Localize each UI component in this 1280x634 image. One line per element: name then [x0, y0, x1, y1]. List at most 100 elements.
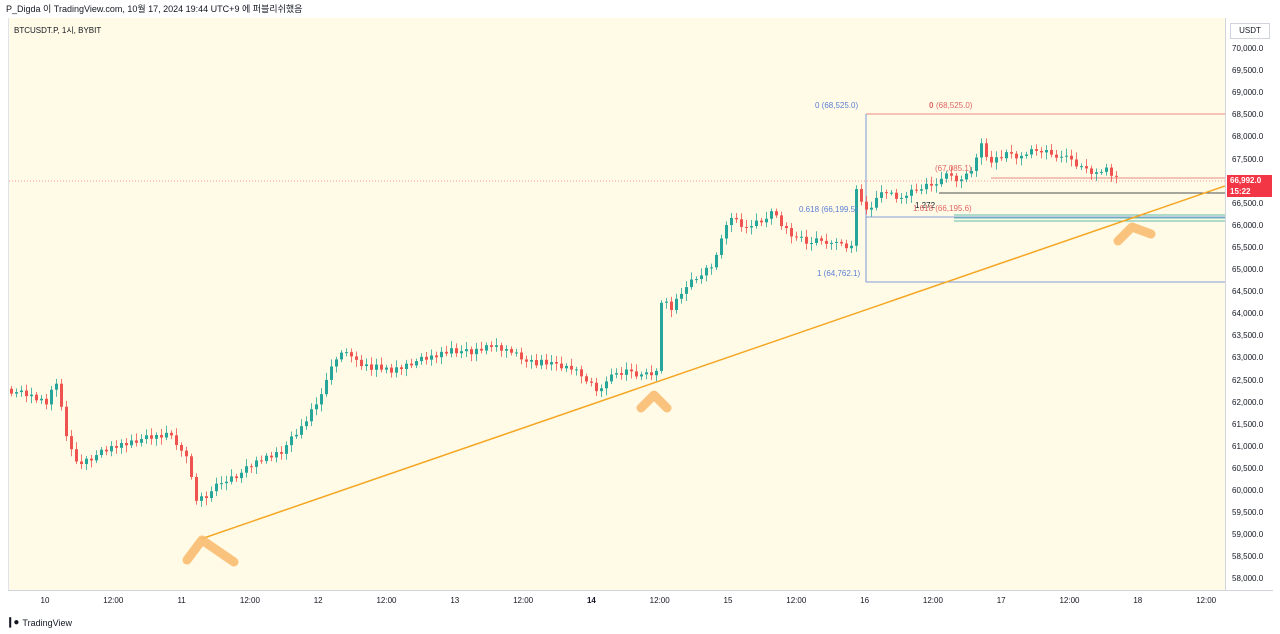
candle-body	[65, 406, 68, 437]
candle-body	[655, 370, 658, 376]
symbol-label[interactable]: BTCUSDT.P, 1시, BYBIT	[14, 26, 102, 35]
candle-body	[430, 355, 433, 360]
candle-body	[1015, 153, 1018, 159]
candle-body	[255, 460, 258, 467]
price-tick: 60,000.0	[1232, 486, 1264, 495]
candle-body	[310, 409, 313, 422]
candle-body	[355, 356, 358, 360]
candle-body	[535, 359, 538, 366]
candle-body	[785, 226, 788, 229]
candle-body	[590, 381, 593, 383]
candle-body	[75, 449, 78, 462]
candle-body	[1085, 166, 1088, 169]
candle-body	[755, 220, 758, 227]
candle-body	[1065, 155, 1068, 157]
price-tick: 62,500.0	[1232, 375, 1264, 385]
candle-body	[145, 435, 148, 440]
candle-body	[635, 371, 638, 377]
candle-body	[1100, 171, 1103, 173]
candle-body	[705, 267, 708, 276]
candle-body	[1055, 154, 1058, 158]
candle-body	[60, 383, 63, 407]
candle-body	[245, 466, 248, 473]
candle-body	[140, 439, 143, 443]
currency-button[interactable]: USDT	[1230, 23, 1270, 39]
candle-body	[135, 440, 138, 443]
candle-body	[585, 376, 588, 382]
candle-body	[900, 197, 903, 199]
candle-body	[415, 361, 418, 366]
candle-body	[35, 394, 38, 401]
price-tick: 59,000.0	[1232, 530, 1264, 540]
price-tick: 65,500.0	[1232, 242, 1264, 252]
candle-body	[330, 366, 333, 380]
candle-body	[405, 363, 408, 370]
candle-body	[990, 156, 993, 163]
time-tick: 12:00	[513, 596, 534, 605]
chart-canvas[interactable]: 0 (68,525.0) 0.618 (66,199.5) 1 (64,762.…	[9, 18, 1225, 590]
candle-body	[820, 238, 823, 241]
candle-body	[95, 455, 98, 461]
candle-body	[320, 394, 323, 405]
price-axis[interactable]: USDT 70,000.0 69,500.0 69,000.0 68,500.0 68,…	[1225, 18, 1274, 590]
candle-body	[150, 435, 153, 439]
candle-body	[605, 381, 608, 389]
time-tick: 12	[313, 596, 323, 605]
candle-body	[650, 372, 653, 376]
candle-body	[525, 359, 528, 362]
candle-body	[620, 373, 623, 375]
candle-body	[40, 398, 43, 401]
price-tick: 58,000.0	[1232, 574, 1264, 584]
candle-body	[910, 189, 913, 196]
candle-body	[305, 421, 308, 427]
time-axis[interactable]: 10 12:00 11 12:00 12 12:00 13 12:00 14 12:00 15 12:…	[8, 590, 1273, 613]
time-tick: 16	[860, 596, 870, 605]
candle-body	[580, 369, 583, 377]
candle-body	[410, 363, 413, 366]
time-tick: 13	[450, 596, 460, 605]
candle-body	[740, 219, 743, 227]
fib-left-level-618: 0.618 (66,199.5)	[799, 205, 858, 214]
time-tick: 12:00	[376, 596, 397, 605]
candle-body	[90, 458, 93, 461]
candle-body	[155, 434, 158, 439]
candle-body	[765, 218, 768, 223]
fib-right-level-0-key: 0	[929, 101, 934, 110]
tradingview-logo[interactable]: ❙● TradingView	[6, 617, 72, 628]
candle-body	[495, 345, 498, 347]
candle-body	[955, 175, 958, 182]
candle-body	[870, 207, 873, 210]
candle-body	[795, 236, 798, 238]
fib-right-level-0-val: (68,525.0)	[936, 101, 973, 110]
candle-body	[1110, 167, 1113, 176]
highlight-mark-right	[1113, 222, 1156, 246]
candle-body	[980, 143, 983, 158]
publish-info-bar: P_Digda 이 TradingView.com, 10월 17, 2024 …	[0, 0, 1280, 18]
candle-body	[385, 367, 388, 370]
price-tick: 70,000.0	[1232, 44, 1264, 53]
candle-body	[1000, 157, 1003, 159]
candle-body	[530, 359, 533, 362]
candle-body	[110, 446, 113, 452]
candle-body	[130, 440, 133, 446]
candle-body	[695, 279, 698, 281]
candle-body	[875, 197, 878, 208]
tradingview-logo-icon: ❙●	[6, 617, 19, 628]
candle-body	[105, 449, 108, 452]
candle-body	[185, 450, 188, 457]
price-tick: 66,500.0	[1232, 198, 1264, 208]
candle-body	[625, 369, 628, 375]
candle-body	[160, 434, 163, 438]
candle-body	[885, 192, 888, 194]
chart-pane[interactable]: BTCUSDT.P, 1시, BYBIT 0 (68,525.0) 0.618 …	[8, 18, 1225, 590]
price-tick: 67,500.0	[1232, 154, 1264, 164]
candle-body	[815, 238, 818, 244]
candle-body	[890, 192, 893, 194]
candle-body	[845, 243, 848, 249]
price-tick: 65,000.0	[1232, 265, 1264, 274]
candle-body	[365, 364, 368, 367]
price-tick: 62,000.0	[1232, 397, 1264, 407]
candle-body	[550, 362, 553, 365]
candle-body	[780, 215, 783, 227]
candle-body	[325, 379, 328, 395]
